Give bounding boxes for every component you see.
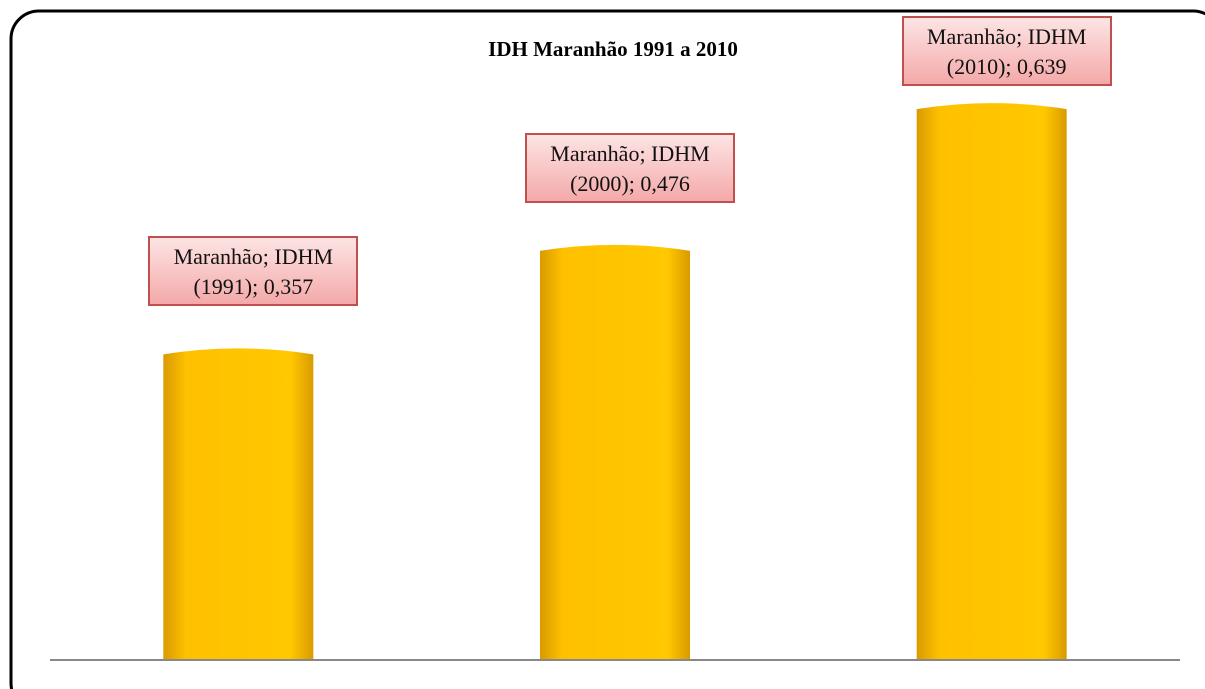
bar [163, 348, 314, 659]
bar [540, 244, 690, 659]
data-label: Maranhão; IDHM (2010); 0,639 [901, 16, 1112, 86]
frame [9, 9, 1205, 689]
bar [916, 103, 1067, 659]
data-label: Maranhão; IDHM (1991); 0,357 [148, 236, 359, 307]
data-label: Maranhão; IDHM (2000); 0,476 [525, 132, 735, 203]
chart-title: IDH Maranhão 1991 a 2010 [488, 37, 738, 61]
